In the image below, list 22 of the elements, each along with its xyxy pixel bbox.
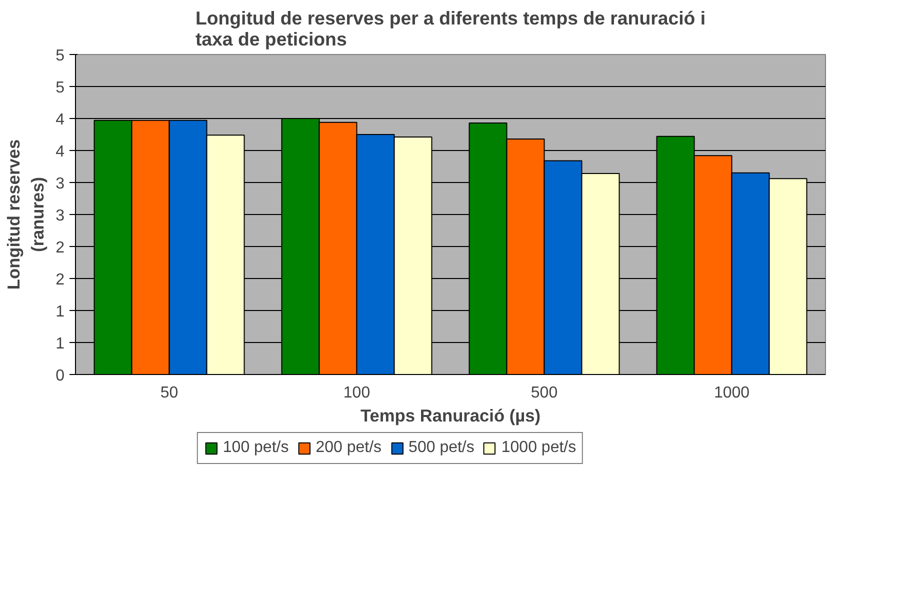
y-tick-label: 0 xyxy=(56,368,65,384)
y-tick-label: 5 xyxy=(56,48,65,64)
y-tick-label: 1 xyxy=(56,304,65,320)
x-axis-title: Temps Ranuració (µs) xyxy=(360,406,541,426)
legend-label: 100 pet/s xyxy=(222,439,289,457)
y-tick-label: 1 xyxy=(56,336,65,352)
y-tick-label: 4 xyxy=(56,112,65,128)
y-tick-label: 2 xyxy=(56,240,65,256)
x-tick-label: 100 xyxy=(343,384,370,402)
legend-label: 500 pet/s xyxy=(408,439,474,457)
legend-label: 1000 pet/s xyxy=(501,439,576,457)
y-tick-label: 3 xyxy=(56,176,65,192)
x-tick-label: 500 xyxy=(530,384,558,402)
x-tick-label: 1000 xyxy=(714,384,750,402)
y-tick-label: 3 xyxy=(56,208,65,224)
y-tick-label: 4 xyxy=(56,144,65,160)
legend-label: 200 pet/s xyxy=(316,439,382,457)
y-axis-title: Longitud reserves (ranures) xyxy=(4,139,48,290)
y-tick-label: 2 xyxy=(56,272,65,288)
x-tick-label: 50 xyxy=(160,384,178,402)
chart-title: Longitud de reserves per a diferents temps de ranuració i taxa de peticions xyxy=(195,8,706,50)
y-tick-label: 5 xyxy=(56,80,65,96)
